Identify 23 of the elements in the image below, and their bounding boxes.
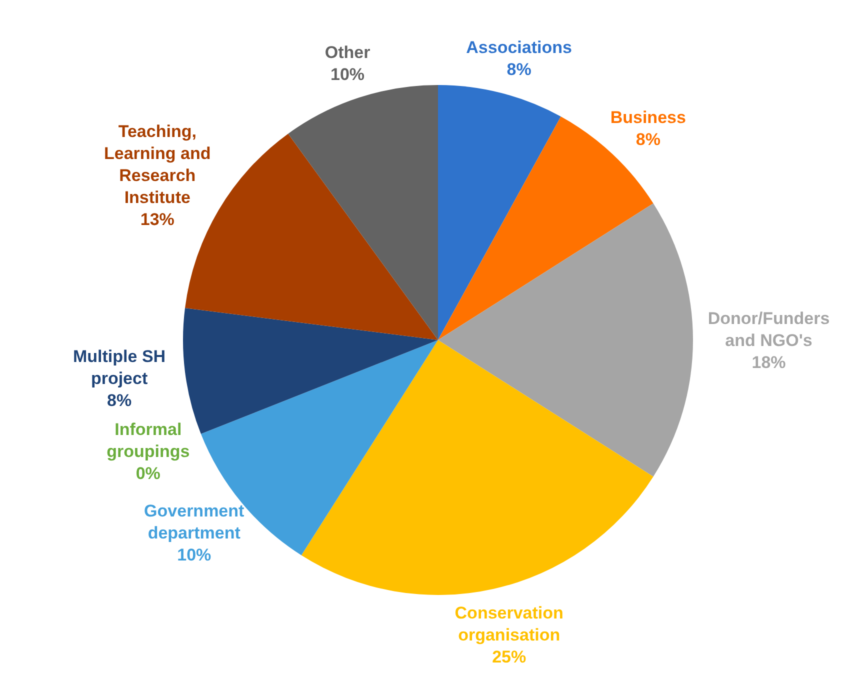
data-label: 25%: [492, 647, 526, 666]
slice-label: Conservation organisation: [454, 603, 564, 644]
data-label: 18%: [752, 352, 786, 372]
data-label: 13%: [140, 210, 174, 229]
slice-label: Other: [324, 42, 371, 62]
data-label: 8%: [636, 129, 660, 148]
pie-slice: [288, 85, 438, 340]
data-label: 8%: [106, 390, 132, 410]
pie-slice: [438, 85, 561, 340]
data-label: 10%: [177, 545, 212, 564]
pie-slice: [301, 340, 654, 595]
text: 0%: [136, 464, 160, 483]
data-label: 8%: [506, 60, 532, 79]
pie-slice: [183, 308, 438, 434]
slice-label: Associations: [466, 38, 572, 57]
slice-label: Teaching, Learning and Research Institute: [104, 122, 211, 207]
slice-label: Multiple SH project: [73, 346, 166, 388]
slice-label: Business: [610, 107, 686, 126]
slice-label: Government department: [144, 501, 245, 542]
data-label: 10%: [330, 64, 365, 84]
category-label: Informal groupings: [106, 420, 190, 461]
pie-slice: [438, 203, 692, 477]
slice-label: Donor/Funders and NGO's: [708, 308, 830, 350]
